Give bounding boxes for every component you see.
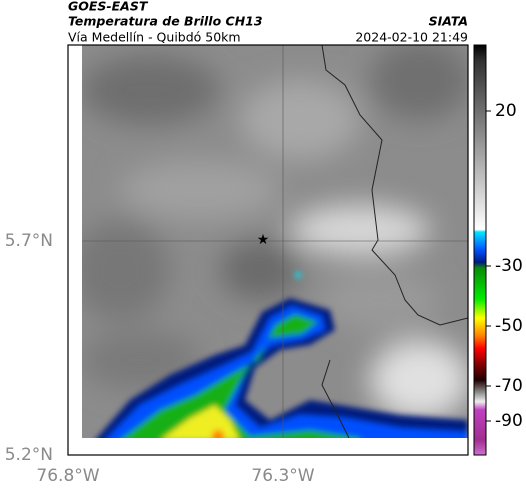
title: Temperatura de Brillo CH13	[68, 14, 263, 29]
colorbar-tick-label: -70	[495, 376, 523, 396]
colorbar-tick-label: -90	[495, 411, 523, 431]
colorbar	[473, 44, 487, 456]
lon-label: 76.3°W	[251, 466, 314, 486]
lon-label: 76.8°W	[36, 466, 99, 486]
timestamp: 2024-02-10 21:49	[355, 30, 468, 45]
lat-label: 5.7°N	[5, 231, 53, 251]
region: Vía Medellín - Quibdó 50km	[68, 30, 241, 45]
colorbar-tick-label: -50	[495, 316, 523, 336]
satellite-image: ★	[82, 45, 468, 438]
svg-text:★: ★	[257, 232, 270, 248]
colorbar-tick-label: 20	[495, 101, 517, 121]
colorbar-tick-label: -30	[495, 256, 523, 276]
lat-label: 5.2°N	[5, 445, 53, 465]
source: SIATA	[429, 14, 468, 29]
product: GOES-EAST	[68, 0, 149, 14]
map-frame	[67, 44, 469, 456]
